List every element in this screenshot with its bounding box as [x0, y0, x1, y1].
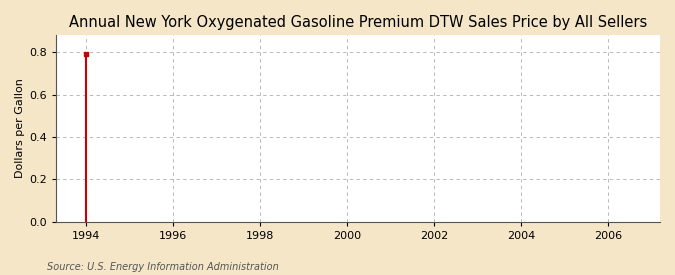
Y-axis label: Dollars per Gallon: Dollars per Gallon: [15, 79, 25, 178]
Text: Source: U.S. Energy Information Administration: Source: U.S. Energy Information Administ…: [47, 262, 279, 272]
Title: Annual New York Oxygenated Gasoline Premium DTW Sales Price by All Sellers: Annual New York Oxygenated Gasoline Prem…: [69, 15, 647, 30]
